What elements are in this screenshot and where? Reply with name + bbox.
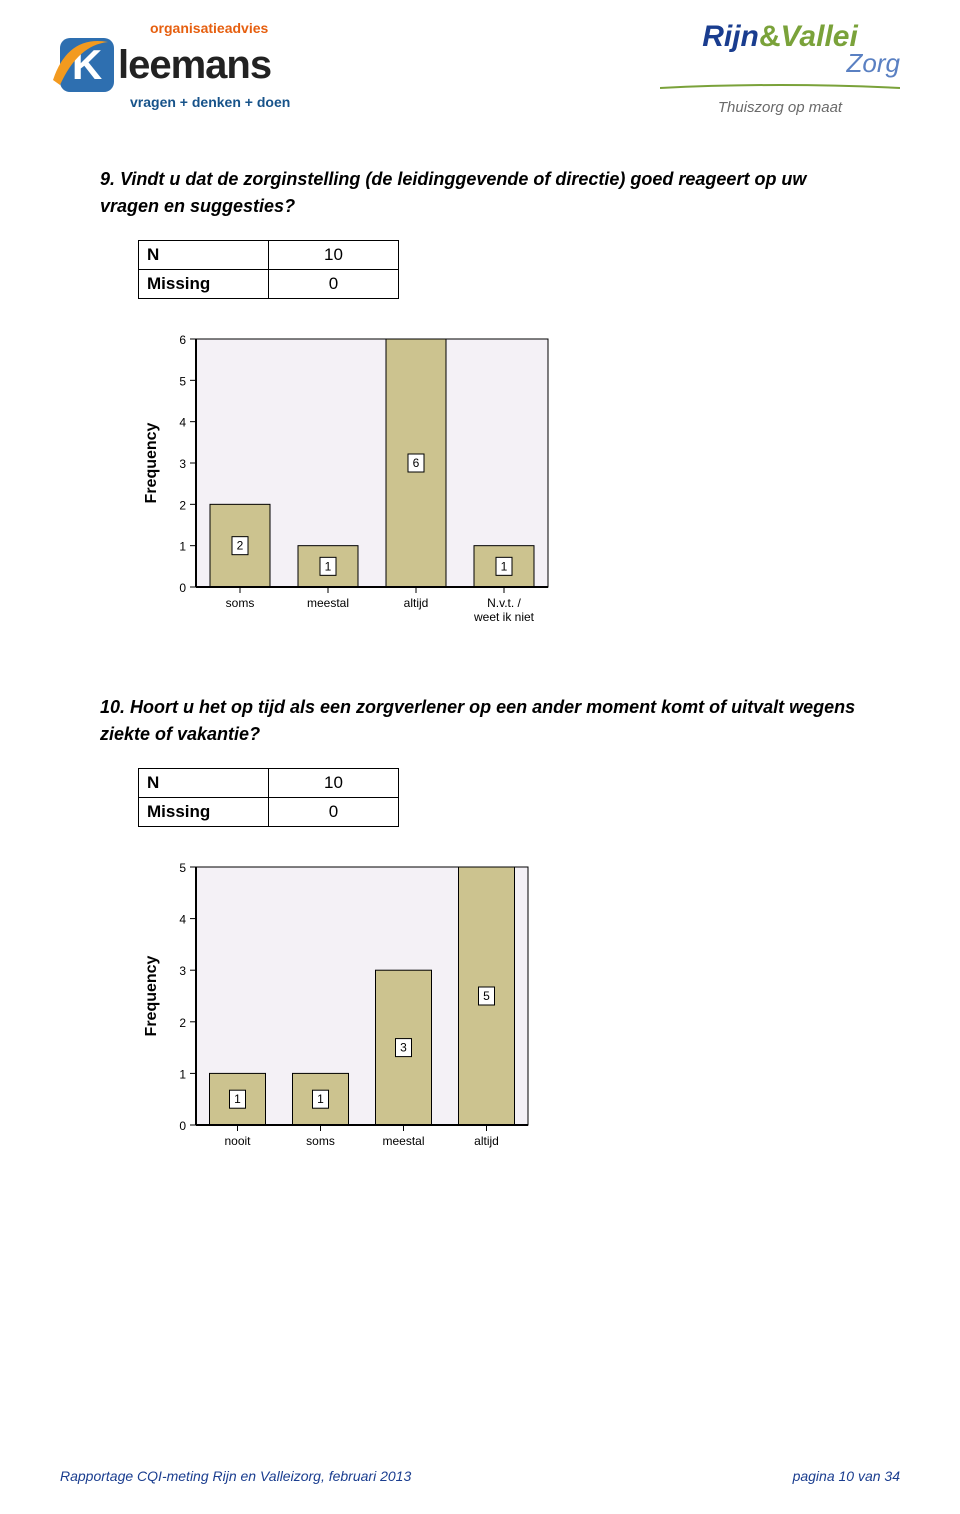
n-value: 10 (269, 769, 399, 798)
svg-text:3: 3 (179, 457, 186, 471)
svg-text:altijd: altijd (474, 1134, 499, 1148)
svg-text:6: 6 (413, 456, 420, 470)
svg-text:0: 0 (179, 581, 186, 595)
svg-text:1: 1 (234, 1092, 241, 1106)
question-10: 10. Hoort u het op tijd als een zorgverl… (100, 694, 860, 748)
svg-text:5: 5 (483, 989, 490, 1003)
stats-table-q10: N 10 Missing 0 (138, 768, 399, 827)
svg-text:Frequency: Frequency (143, 422, 160, 503)
svg-text:6: 6 (179, 333, 186, 347)
missing-value: 0 (269, 270, 399, 299)
missing-label: Missing (139, 798, 269, 827)
svg-text:2: 2 (237, 539, 244, 553)
logo-brand-text: leemans (118, 43, 271, 88)
svg-text:altijd: altijd (404, 596, 429, 610)
question-text: Hoort u het op tijd als een zorgverlener… (100, 697, 855, 744)
svg-text:meestal: meestal (382, 1134, 424, 1148)
question-text: Vindt u dat de zorginstelling (de leidin… (100, 169, 806, 216)
logo-amp: & (759, 20, 781, 54)
svg-text:5: 5 (179, 374, 186, 388)
logo-sub: Thuiszorg op maat (660, 99, 900, 116)
logo-tagline-bottom: vragen + denken + doen (130, 94, 290, 110)
svg-text:1: 1 (317, 1092, 324, 1106)
svg-text:nooit: nooit (224, 1134, 251, 1148)
svg-text:2: 2 (179, 1016, 186, 1030)
svg-text:4: 4 (179, 913, 186, 927)
svg-text:Frequency: Frequency (143, 955, 160, 1036)
logo-rijn: Rijn (702, 20, 759, 54)
table-row: Missing 0 (139, 270, 399, 299)
logo-k-box: K (60, 38, 114, 92)
n-label: N (139, 241, 269, 270)
question-number: 10. (100, 697, 125, 717)
svg-text:soms: soms (306, 1134, 335, 1148)
svg-text:3: 3 (400, 1041, 407, 1055)
svg-text:meestal: meestal (307, 596, 349, 610)
chart-svg: 0 1 2 3 4 5 6 Frequency 2 soms 1 meestal 6 altijd 1 N.v… (138, 329, 558, 649)
table-row: N 10 (139, 241, 399, 270)
svg-text:1: 1 (179, 1067, 186, 1081)
missing-label: Missing (139, 270, 269, 299)
svg-text:5: 5 (179, 861, 186, 875)
svg-text:4: 4 (179, 416, 186, 430)
n-label: N (139, 769, 269, 798)
question-9: 9. Vindt u dat de zorginstelling (de lei… (100, 166, 860, 220)
svg-text:2: 2 (179, 498, 186, 512)
svg-text:3: 3 (179, 964, 186, 978)
chart-svg: 0 1 2 3 4 5 Frequency 1 nooit 1 soms 3 meestal 5 altij… (138, 857, 538, 1177)
svg-text:0: 0 (179, 1119, 186, 1133)
logo-tagline-top: organisatieadvies (150, 20, 268, 36)
table-row: N 10 (139, 769, 399, 798)
svg-text:soms: soms (226, 596, 255, 610)
footer-left: Rapportage CQI-meting Rijn en Valleizorg… (60, 1468, 411, 1484)
missing-value: 0 (269, 798, 399, 827)
svg-text:1: 1 (501, 559, 508, 573)
svg-text:1: 1 (179, 540, 186, 554)
svg-text:1: 1 (325, 559, 332, 573)
stats-table-q9: N 10 Missing 0 (138, 240, 399, 299)
logo-rijnvallei: Rijn & Vallei Zorg Thuiszorg op maat (660, 20, 900, 116)
footer-right: pagina 10 van 34 (793, 1468, 900, 1484)
question-number: 9. (100, 169, 115, 189)
chart-q10: 0 1 2 3 4 5 Frequency 1 nooit 1 soms 3 meestal 5 altij… (138, 857, 900, 1182)
table-row: Missing 0 (139, 798, 399, 827)
logo-underline-icon (660, 84, 900, 92)
svg-text:weet ik niet: weet ik niet (473, 610, 535, 624)
page-footer: Rapportage CQI-meting Rijn en Valleizorg… (60, 1468, 900, 1484)
page-header: organisatieadvies K leemans vragen + den… (60, 20, 900, 116)
svg-text:N.v.t. /: N.v.t. / (487, 596, 521, 610)
chart-q9: 0 1 2 3 4 5 6 Frequency 2 soms 1 meestal 6 altijd 1 N.v… (138, 329, 900, 654)
logo-kleemans: organisatieadvies K leemans vragen + den… (60, 20, 290, 110)
n-value: 10 (269, 241, 399, 270)
logo-k-letter: K (72, 41, 102, 89)
